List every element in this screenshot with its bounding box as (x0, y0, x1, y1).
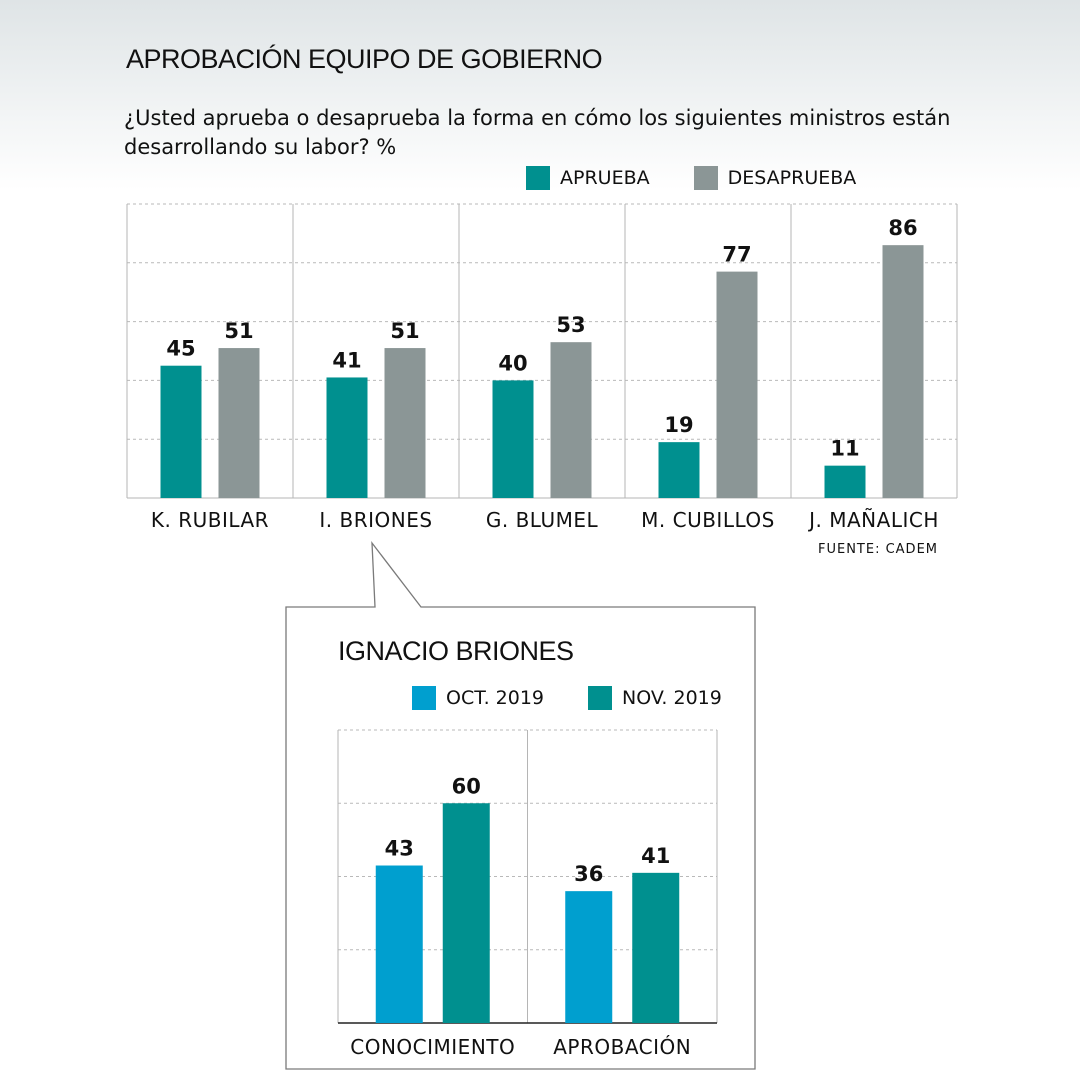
main-data-label: 51 (224, 319, 253, 343)
main-data-label: 53 (556, 313, 585, 337)
inset-data-label: 60 (452, 774, 481, 798)
main-bar (218, 348, 260, 498)
main-data-label: 51 (390, 319, 419, 343)
inset-bar (375, 865, 423, 1023)
main-legend-label: DESAPRUEBA (727, 167, 857, 189)
main-bar (326, 377, 368, 498)
main-legend-item: APRUEBA (526, 166, 650, 190)
main-category-label: G. BLUMEL (486, 508, 599, 532)
main-bar (492, 380, 534, 498)
main-legend-item: DESAPRUEBA (693, 166, 857, 190)
main-data-label: 77 (722, 243, 751, 267)
survey-question: ¿Usted aprueba o desaprueba la forma en … (124, 106, 951, 159)
inset-legend: OCT. 2019 NOV. 2019 (412, 686, 722, 710)
main-bar (882, 245, 924, 498)
inset-data-label: 36 (574, 862, 603, 886)
inset-bar (442, 803, 490, 1023)
main-bar (384, 348, 426, 498)
main-legend: APRUEBA DESAPRUEBA (526, 166, 856, 190)
main-data-label: 40 (498, 351, 527, 375)
main-bar (658, 442, 700, 498)
main-data-label: 11 (830, 437, 859, 461)
inset-category-label: CONOCIMIENTO (350, 1035, 515, 1059)
main-legend-swatch (693, 166, 718, 190)
inset-legend-label: NOV. 2019 (622, 687, 722, 709)
main-data-label: 41 (332, 348, 361, 372)
inset-legend-item: NOV. 2019 (588, 686, 722, 710)
main-category-label: I. BRIONES (319, 508, 432, 532)
main-bar (550, 342, 592, 498)
main-bar (716, 271, 758, 498)
source-note: FUENTE: CADEM (817, 542, 938, 557)
main-category-label: J. MAÑALICH (807, 508, 939, 532)
main-data-label: 86 (888, 216, 917, 240)
inset-bar (565, 891, 613, 1023)
main-data-label: 45 (166, 337, 195, 361)
main-legend-swatch (526, 166, 550, 190)
main-legend-label: APRUEBA (560, 167, 650, 189)
inset-legend-swatch (588, 686, 613, 710)
main-data-label: 19 (664, 413, 693, 437)
inset-data-label: 41 (641, 844, 670, 868)
inset-bar (632, 872, 680, 1023)
main-bar (824, 465, 866, 498)
inset-title: IGNACIO BRIONES (338, 636, 574, 666)
main-category-label: M. CUBILLOS (641, 508, 775, 532)
inset-legend-item: OCT. 2019 (412, 686, 544, 710)
main-bar (160, 365, 202, 498)
inset-legend-label: OCT. 2019 (446, 687, 545, 709)
inset-legend-swatch (412, 686, 436, 710)
inset-category-label: APROBACIÓN (553, 1035, 691, 1059)
main-category-label: K. RUBILAR (151, 508, 269, 532)
inset-data-label: 43 (385, 837, 414, 861)
chart-title: APROBACIÓN EQUIPO DE GOBIERNO (126, 44, 603, 74)
